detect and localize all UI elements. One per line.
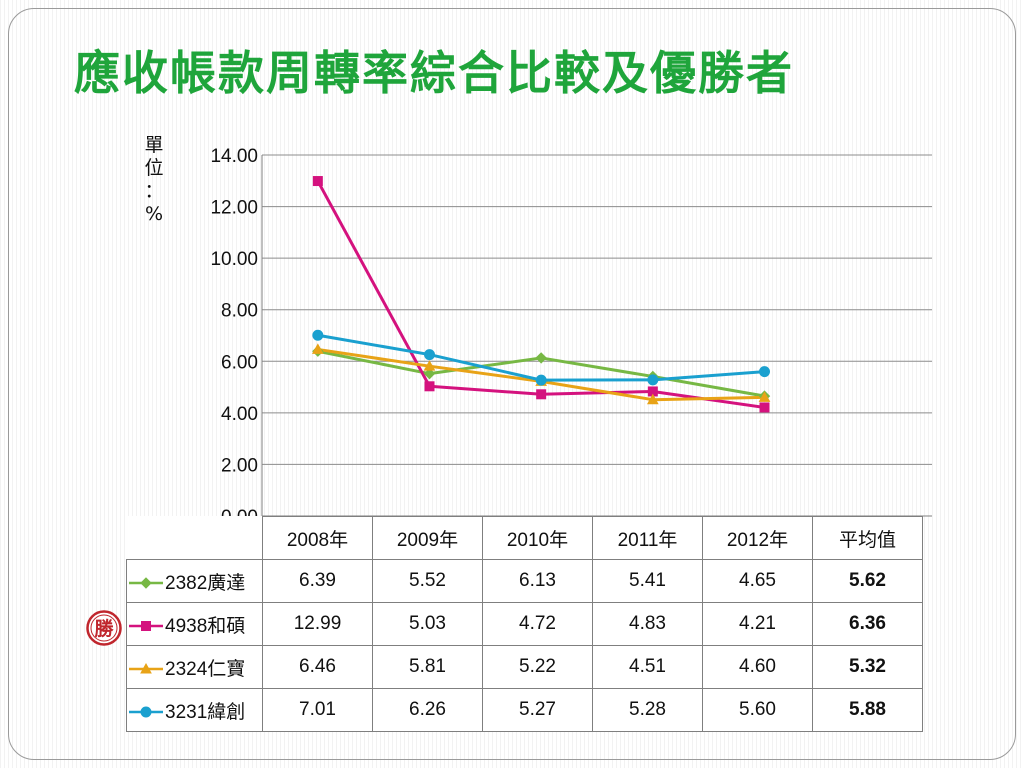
data-cell: 12.99 xyxy=(262,602,373,646)
column-header: 2012年 xyxy=(702,516,813,560)
data-cell: 4.51 xyxy=(592,645,703,689)
svg-text:勝: 勝 xyxy=(94,617,114,640)
data-cell: 6.46 xyxy=(262,645,373,689)
data-cell: 4.65 xyxy=(702,559,813,603)
circle-marker xyxy=(312,329,324,341)
column-header-average: 平均值 xyxy=(812,516,923,560)
data-cell: 5.03 xyxy=(372,602,483,646)
table-row: 3231緯創 7.01 6.26 5.27 5.28 5.60 5.88 xyxy=(126,688,923,732)
y-tick-label: 2.00 xyxy=(221,455,258,476)
data-cell: 5.41 xyxy=(592,559,703,603)
triangle-marker xyxy=(140,663,152,674)
triangle-marker xyxy=(646,393,659,405)
table-row: 4938和碩 12.99 5.03 4.72 4.83 4.21 6.36 xyxy=(126,602,923,646)
unit-char: 單 xyxy=(144,134,164,156)
y-tick-label: 6.00 xyxy=(221,352,258,373)
square-marker xyxy=(424,381,435,392)
series-row-label: 4938和碩 xyxy=(126,602,263,646)
data-cell: 6.13 xyxy=(482,559,593,603)
gridlines xyxy=(261,154,932,517)
square-marker xyxy=(759,402,770,413)
average-cell: 5.88 xyxy=(812,688,923,732)
slide-frame xyxy=(8,8,1016,760)
square-marker xyxy=(312,176,323,187)
square-marker xyxy=(141,621,151,632)
page-title: 應收帳款周轉率綜合比較及優勝者 xyxy=(74,46,794,100)
series-line xyxy=(316,180,765,409)
circle-marker xyxy=(424,349,435,361)
average-cell: 6.36 xyxy=(812,602,923,646)
data-cell: 5.81 xyxy=(372,645,483,689)
unit-char: % xyxy=(144,203,164,225)
series-name: 4938和碩 xyxy=(165,615,246,637)
series-name: 2382廣達 xyxy=(165,572,246,594)
data-cell: 6.39 xyxy=(262,559,373,603)
unit-char: ： xyxy=(144,180,164,202)
table-row: 2382廣達 6.39 5.52 6.13 5.41 4.65 5.62 xyxy=(126,559,923,603)
data-cell: 7.01 xyxy=(262,688,373,732)
data-cell: 5.60 xyxy=(702,688,813,732)
average-cell: 5.32 xyxy=(812,645,923,689)
circle-marker xyxy=(647,374,659,386)
data-cell: 6.26 xyxy=(372,688,483,732)
circle-marker xyxy=(535,374,547,386)
data-cell: 4.72 xyxy=(482,602,593,646)
y-axis-unit-label: 單 位 ： % xyxy=(143,134,165,226)
data-cell: 4.21 xyxy=(702,602,813,646)
series-lines xyxy=(316,180,765,409)
diamond-marker xyxy=(423,367,436,380)
table-row: 2324仁寶 6.46 5.81 5.22 4.51 4.60 5.32 xyxy=(126,645,923,689)
y-tick-label: 4.00 xyxy=(221,404,258,425)
circle-marker xyxy=(140,706,152,718)
table-header-row: 2008年 2009年 2010年 2011年 2012年 平均值 xyxy=(126,516,923,560)
circle-marker xyxy=(759,366,770,378)
column-header: 2011年 xyxy=(592,516,703,560)
unit-char: 位 xyxy=(144,157,164,179)
y-tick-label: 14.00 xyxy=(210,146,258,167)
series-name: 2324仁寶 xyxy=(165,658,246,680)
legend-key-icon xyxy=(129,577,163,590)
series-row-label: 2324仁寶 xyxy=(126,645,263,689)
data-cell: 5.27 xyxy=(482,688,593,732)
data-table: 2008年 2009年 2010年 2011年 2012年 平均值 2382廣達… xyxy=(126,516,923,732)
series-row-label: 2382廣達 xyxy=(126,559,263,603)
triangle-marker xyxy=(423,360,436,371)
series-row-label: 3231緯創 xyxy=(126,688,263,732)
data-cell: 5.22 xyxy=(482,645,593,689)
legend-key-icon xyxy=(129,621,163,632)
winner-seal-icon: 勝 xyxy=(86,610,122,646)
series-markers xyxy=(311,176,771,413)
data-cell: 4.83 xyxy=(592,602,703,646)
square-marker xyxy=(536,389,547,400)
average-cell: 5.62 xyxy=(812,559,923,603)
data-cell: 4.60 xyxy=(702,645,813,689)
legend-key-icon xyxy=(129,663,163,674)
legend-key-icon xyxy=(129,706,163,718)
y-tick-label: 10.00 xyxy=(210,249,258,270)
data-cell: 5.28 xyxy=(592,688,703,732)
column-header: 2009年 xyxy=(372,516,483,560)
diamond-marker xyxy=(535,352,547,364)
triangle-marker xyxy=(311,343,324,354)
triangle-marker xyxy=(758,391,771,402)
data-cell: 5.52 xyxy=(372,559,483,603)
table-body: 2382廣達 6.39 5.52 6.13 5.41 4.65 5.62 4938和碩 12.9… xyxy=(126,559,923,732)
diamond-marker xyxy=(140,577,152,590)
y-tick-label: 12.00 xyxy=(210,198,258,219)
column-header: 2010年 xyxy=(482,516,593,560)
table-corner xyxy=(126,516,263,560)
column-header: 2008年 xyxy=(262,516,373,560)
series-name: 3231緯創 xyxy=(165,701,246,723)
y-tick-label: 8.00 xyxy=(221,301,258,322)
